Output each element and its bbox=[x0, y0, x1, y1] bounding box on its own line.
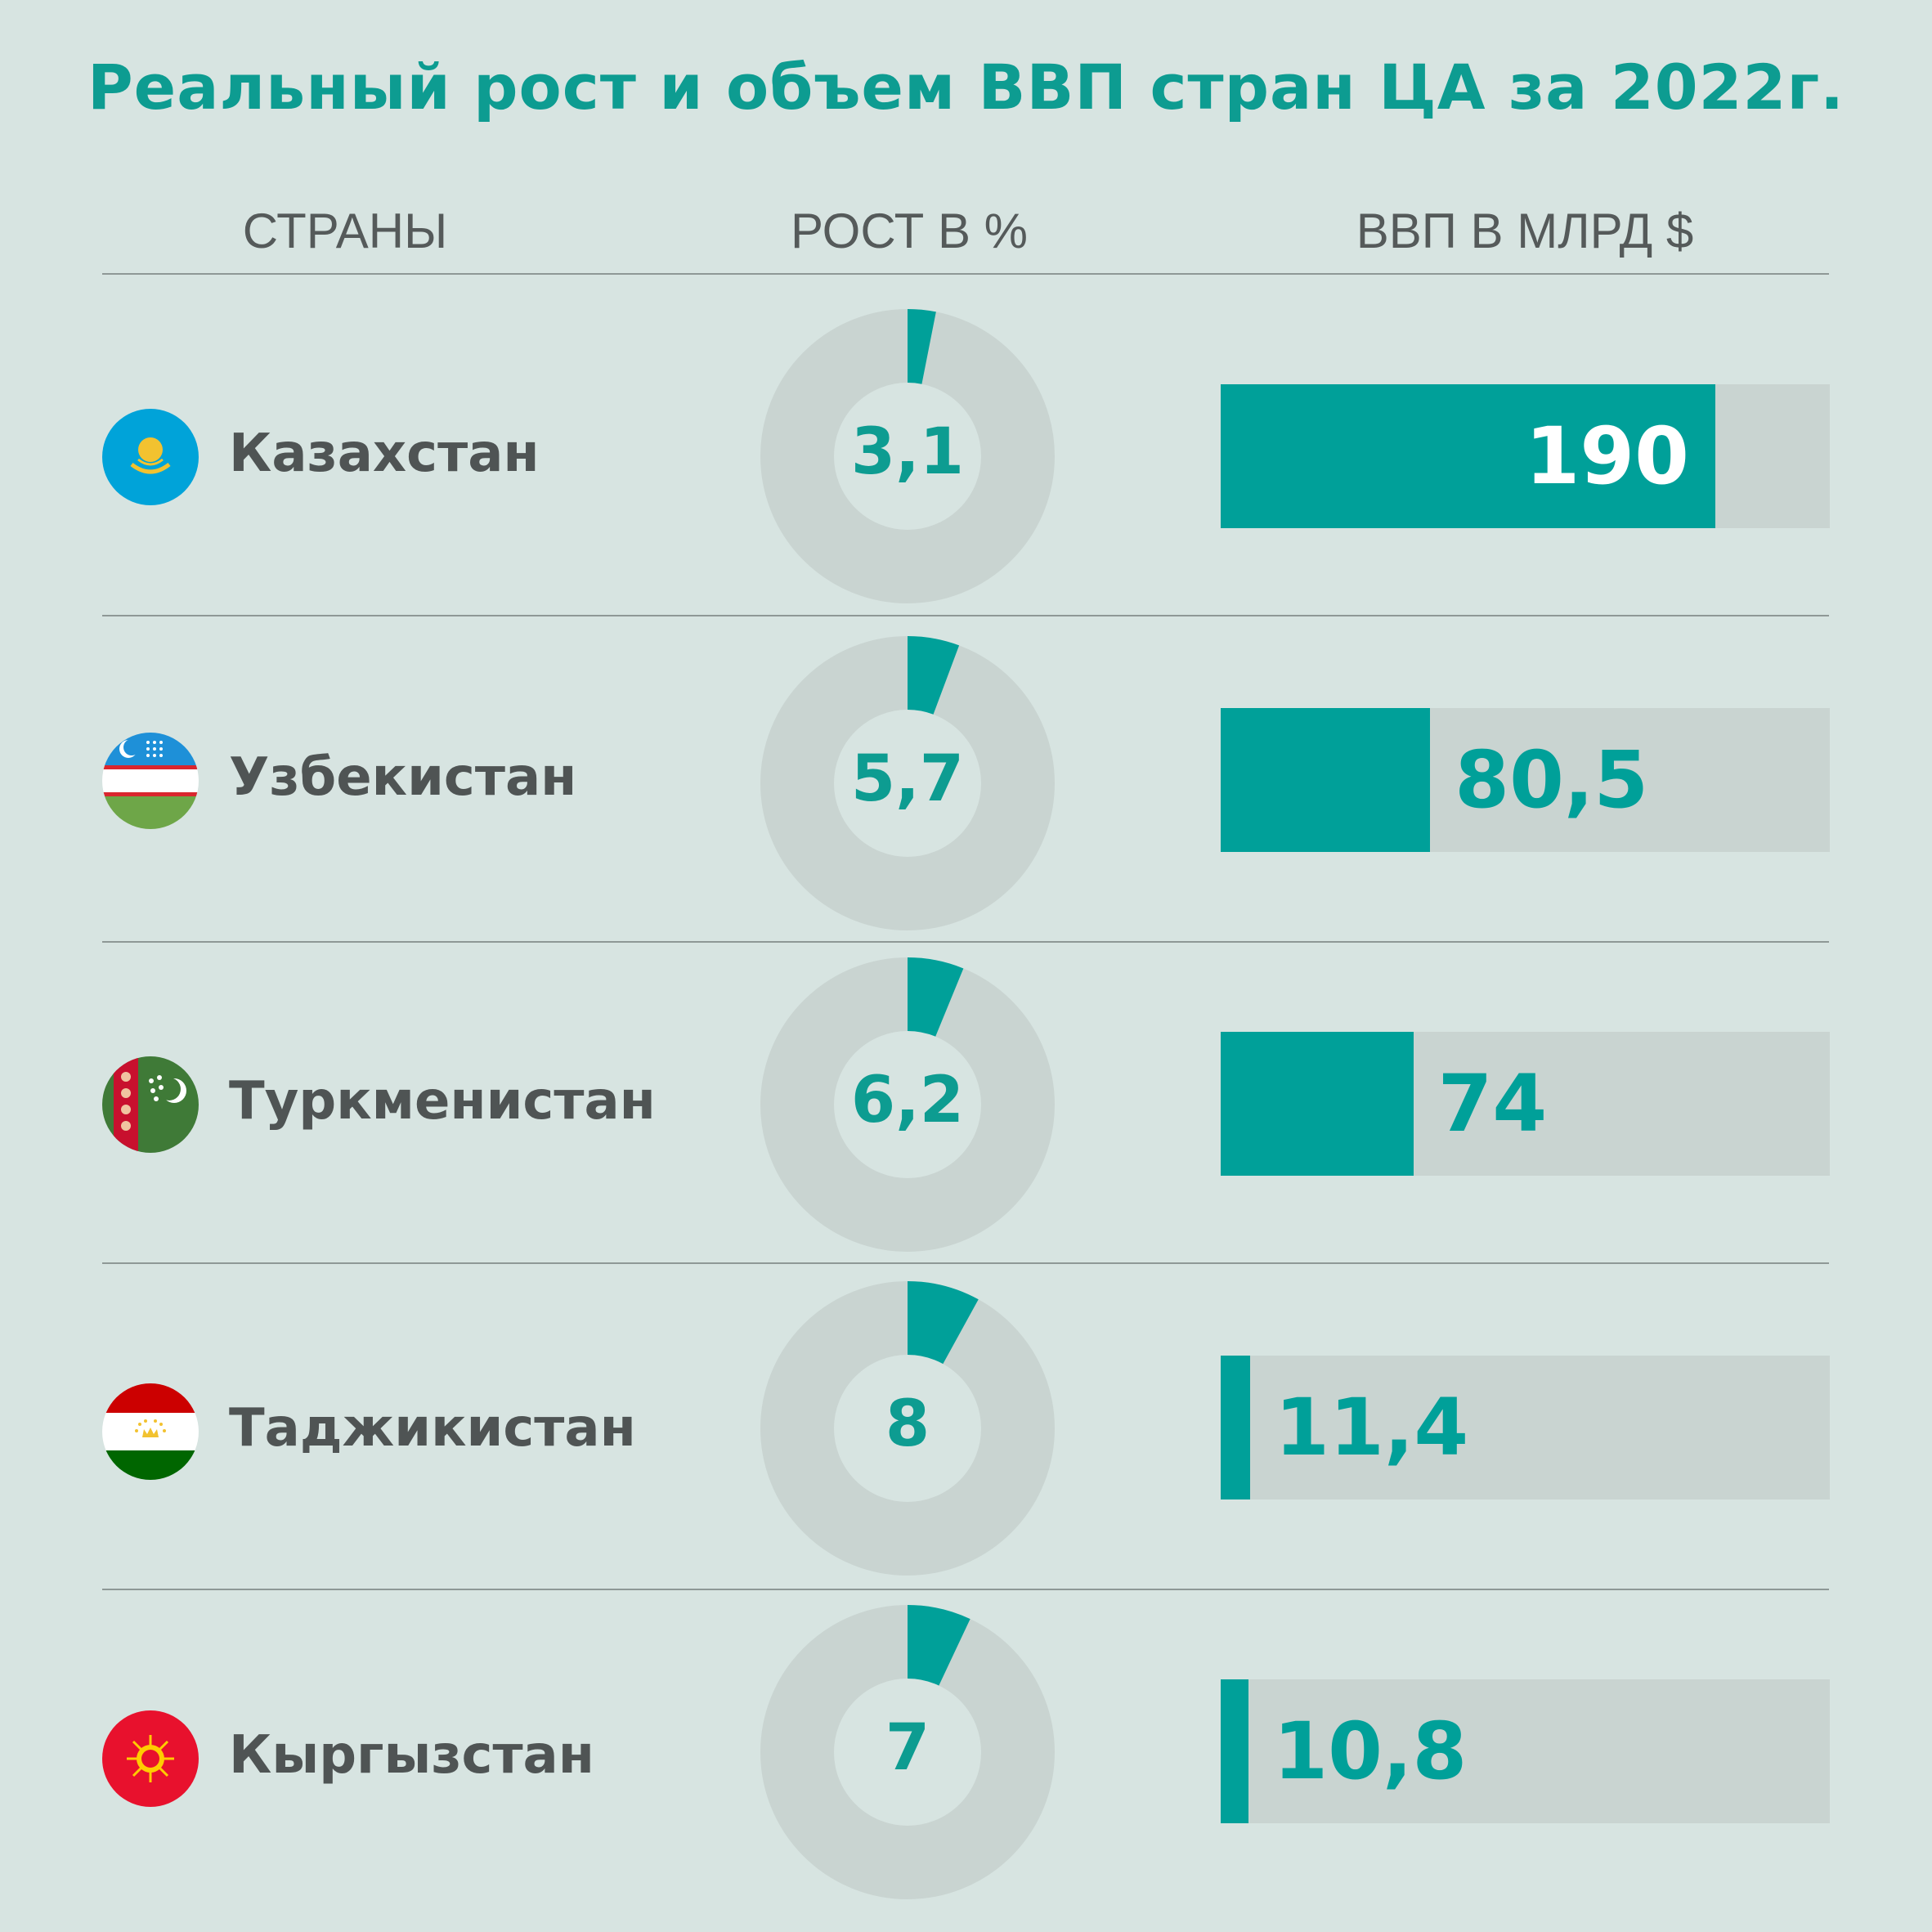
gdp-bar bbox=[1221, 1356, 1251, 1499]
growth-slice bbox=[908, 309, 936, 384]
tajikistan-flag-icon bbox=[102, 1383, 199, 1480]
gdp-bar-track: 10,8 bbox=[1221, 1679, 1830, 1823]
gdp-bar-track: 74 bbox=[1221, 1032, 1830, 1176]
column-header-gdp: ВВП В МЛРД $ bbox=[1356, 204, 1694, 258]
growth-value: 3,1 bbox=[850, 415, 965, 489]
column-header-countries: СТРАНЫ bbox=[242, 204, 448, 258]
growth-slice bbox=[908, 1281, 979, 1365]
country-name: Узбекистан bbox=[229, 747, 577, 808]
column-header-growth: РОСТ В % bbox=[790, 204, 1029, 258]
row-divider bbox=[102, 615, 1829, 616]
gdp-bar bbox=[1221, 1679, 1249, 1823]
gdp-bar-track: 80,5 bbox=[1221, 708, 1830, 852]
kazakhstan-flag-icon bbox=[102, 409, 199, 505]
country-name: Туркменистан bbox=[229, 1071, 656, 1132]
growth-donut bbox=[760, 957, 1055, 1252]
growth-donut bbox=[760, 1281, 1055, 1576]
gdp-bar bbox=[1221, 384, 1715, 528]
growth-value: 8 bbox=[885, 1387, 930, 1461]
row-divider bbox=[102, 1262, 1829, 1264]
gdp-value: 190 bbox=[1525, 410, 1689, 502]
gdp-value: 74 bbox=[1437, 1058, 1548, 1150]
row-divider bbox=[102, 1589, 1829, 1590]
gdp-value: 80,5 bbox=[1455, 734, 1649, 826]
kyrgyzstan-flag-icon bbox=[102, 1710, 199, 1807]
growth-donut bbox=[760, 309, 1055, 603]
growth-slice bbox=[908, 1605, 970, 1686]
gdp-value: 10,8 bbox=[1273, 1706, 1468, 1797]
turkmenistan-flag-icon bbox=[102, 1056, 199, 1153]
country-name: Казахстан bbox=[229, 424, 540, 484]
growth-value: 5,7 bbox=[850, 742, 965, 816]
country-name: Кыргызстан bbox=[229, 1725, 594, 1786]
gdp-bar-track: 11,4 bbox=[1221, 1356, 1830, 1499]
growth-value: 6,2 bbox=[850, 1064, 965, 1137]
country-name: Таджикистан bbox=[229, 1398, 636, 1459]
growth-donut bbox=[760, 636, 1055, 930]
growth-donut bbox=[760, 1605, 1055, 1899]
page-title: Реальный рост и объем ВВП стран ЦА за 20… bbox=[87, 51, 1845, 123]
gdp-bar bbox=[1221, 708, 1431, 852]
gdp-bar-track: 190 bbox=[1221, 384, 1830, 528]
gdp-value: 11,4 bbox=[1275, 1382, 1469, 1473]
row-divider bbox=[102, 941, 1829, 943]
growth-value: 7 bbox=[885, 1711, 930, 1785]
uzbekistan-flag-icon bbox=[102, 733, 199, 829]
gdp-bar bbox=[1221, 1032, 1414, 1176]
growth-slice bbox=[908, 957, 964, 1037]
growth-slice bbox=[908, 636, 960, 715]
header-divider bbox=[102, 273, 1829, 275]
